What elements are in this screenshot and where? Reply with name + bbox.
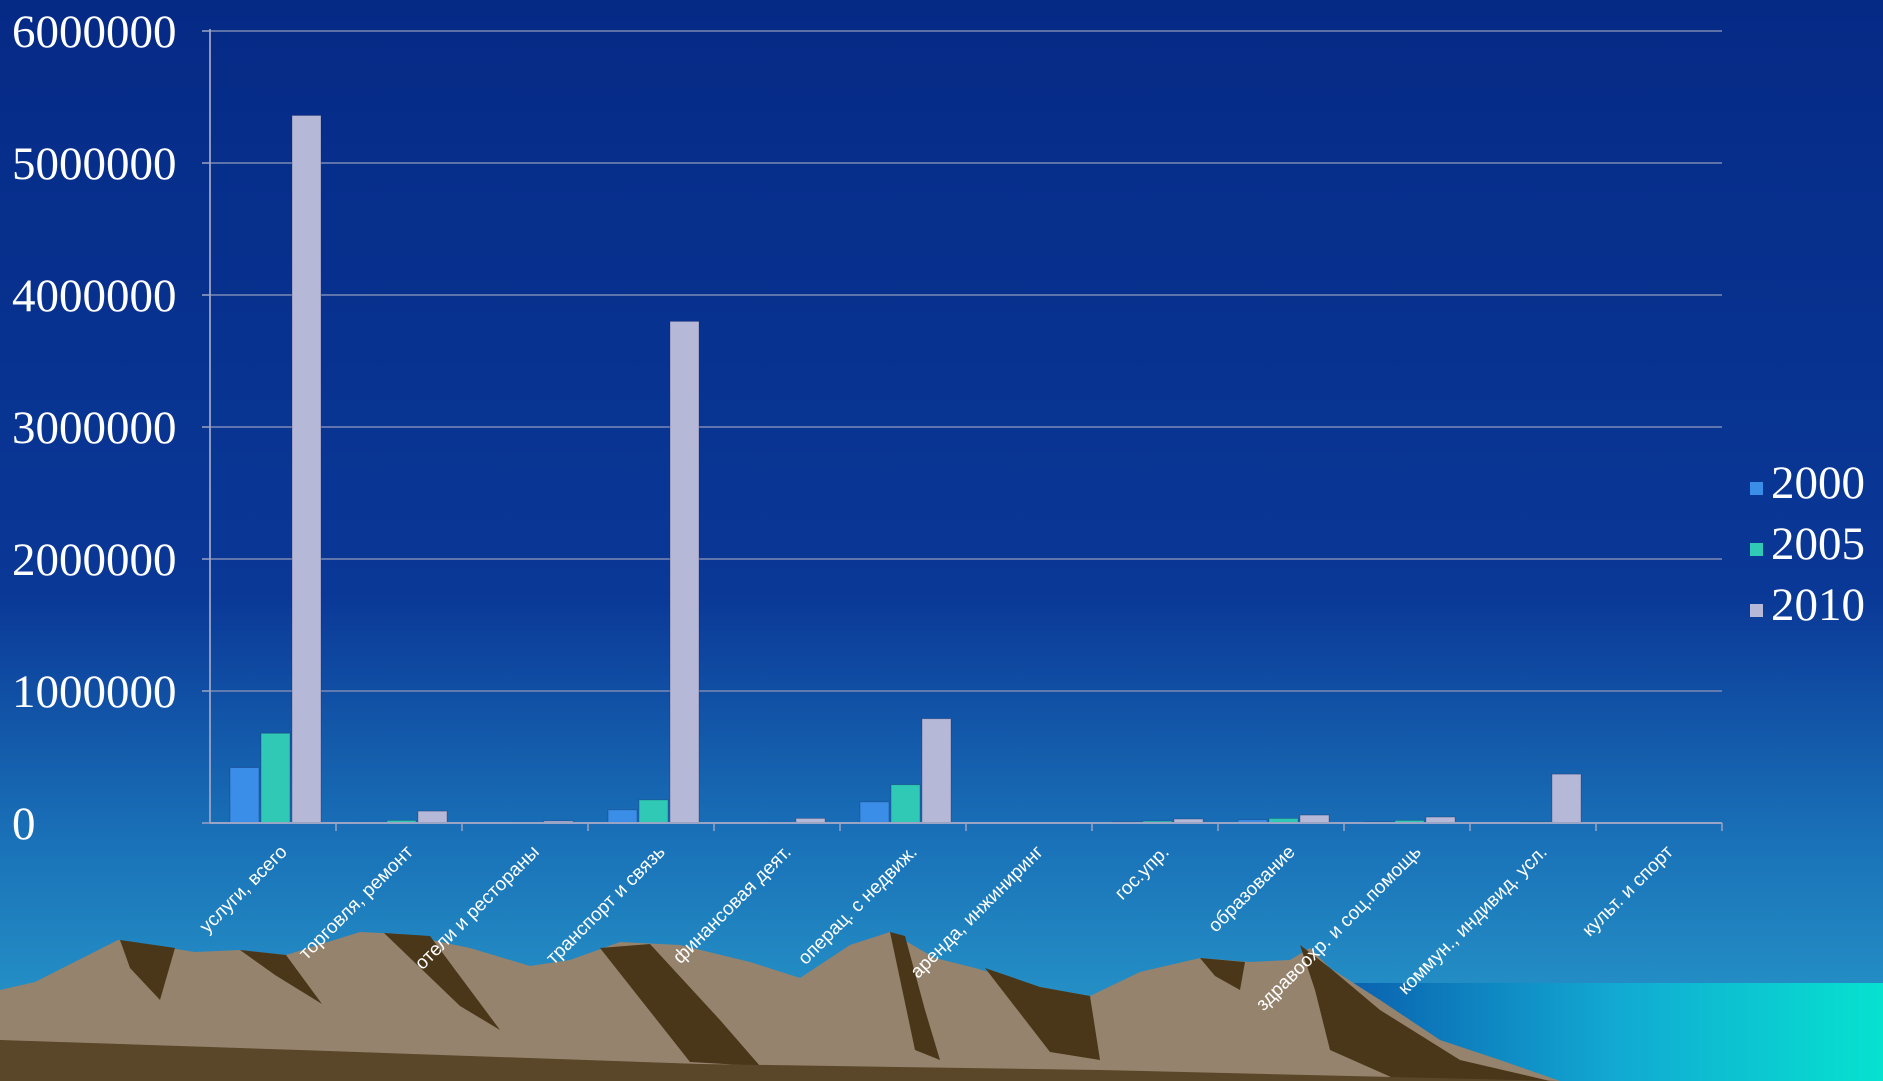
bar-2010-1 <box>291 115 322 824</box>
bar-2010-4 <box>669 320 700 824</box>
bars <box>229 115 1582 824</box>
y-axis-tick-labels: 0 1000000 2000000 3000000 4000000 5000000 6000… <box>12 6 177 850</box>
bar-2005-6 <box>890 784 921 824</box>
bar-2010-6 <box>921 718 952 824</box>
x-axis-category-label: финансовая деят. <box>669 842 796 969</box>
x-axis-category-label: услуги, всего <box>196 842 292 938</box>
x-axis-category-label: образование <box>1205 842 1300 937</box>
bar-2010-2 <box>417 810 448 824</box>
y-axis-tick-label: 4000000 <box>12 270 177 322</box>
legend-label-2010: 2010 <box>1771 579 1865 631</box>
x-axis-category-label: торговля, ремонт <box>295 841 418 964</box>
gridlines <box>210 30 1722 692</box>
legend: 2000 2005 2010 <box>1750 457 1865 631</box>
y-axis-tick-label: 6000000 <box>12 6 177 58</box>
x-axis-category-label: культ. и спорт <box>1578 841 1677 940</box>
bar-2000-1 <box>229 767 260 824</box>
x-axis-category-label: гос.упр. <box>1111 842 1174 905</box>
legend-swatch-2000 <box>1750 482 1763 495</box>
x-axis-category-label: коммун., индивид. усл. <box>1394 842 1551 999</box>
bar-2005-4 <box>638 799 669 824</box>
bar-2010-11 <box>1551 773 1582 824</box>
x-axis-category-label: отели и рестораны <box>411 842 544 975</box>
legend-swatch-2005 <box>1750 543 1763 556</box>
y-axis-tick-label: 2000000 <box>12 534 177 586</box>
bar-2000-6 <box>859 801 890 824</box>
y-axis-tick-label: 3000000 <box>12 402 177 454</box>
x-axis-category-label: аренда, инжиниринг <box>907 842 1048 983</box>
y-axis-tick-label: 0 <box>12 798 36 850</box>
mountains <box>0 932 1560 1081</box>
x-axis-category-label: транспорт и связь <box>542 842 669 969</box>
bar-2010-9 <box>1299 814 1330 824</box>
legend-swatch-2010 <box>1750 604 1763 617</box>
x-axis-category-label: операц. с недвиж. <box>794 842 921 969</box>
bar-2000-4 <box>607 809 638 824</box>
axes <box>202 29 1723 831</box>
bar-2005-1 <box>260 732 291 824</box>
y-axis-tick-label: 1000000 <box>12 666 177 718</box>
legend-label-2000: 2000 <box>1771 457 1865 509</box>
legend-label-2005: 2005 <box>1771 518 1865 570</box>
y-axis-tick-label: 5000000 <box>12 138 177 190</box>
